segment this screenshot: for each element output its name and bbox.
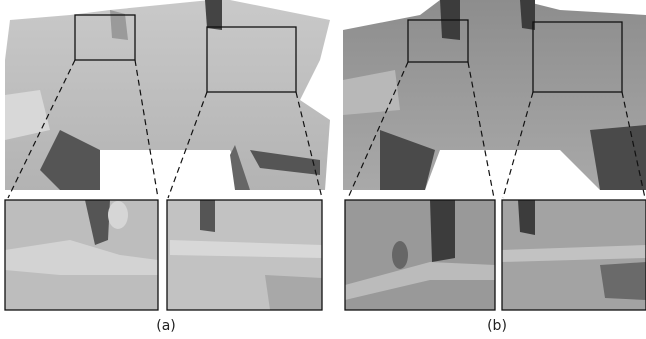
- render-a: [5, 0, 330, 190]
- panel-caption: (a): [156, 318, 176, 334]
- inset-b2: [502, 200, 646, 310]
- inset-a2: [167, 200, 322, 310]
- inset-b1: [345, 200, 495, 310]
- figure: (a) (b): [0, 0, 646, 339]
- panel-caption: (b): [487, 318, 507, 334]
- render-b: [343, 0, 646, 190]
- inset-a1: [5, 200, 158, 310]
